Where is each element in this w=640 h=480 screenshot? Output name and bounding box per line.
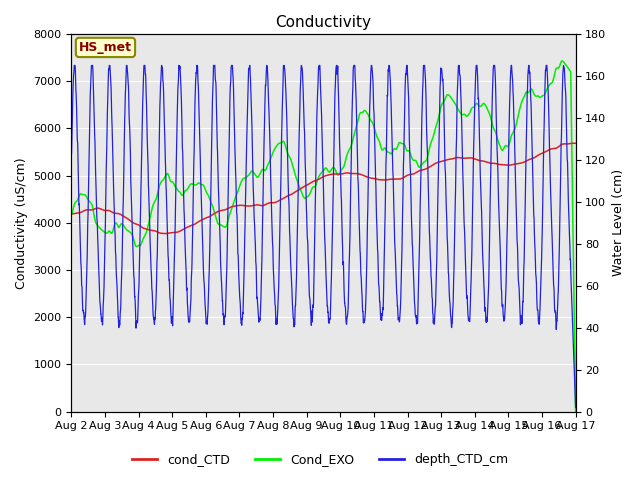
Legend: cond_CTD, Cond_EXO, depth_CTD_cm: cond_CTD, Cond_EXO, depth_CTD_cm — [127, 448, 513, 471]
Y-axis label: Conductivity (uS/cm): Conductivity (uS/cm) — [15, 157, 28, 288]
Title: Conductivity: Conductivity — [275, 15, 371, 30]
Text: HS_met: HS_met — [79, 41, 132, 54]
Y-axis label: Water Level (cm): Water Level (cm) — [612, 169, 625, 276]
